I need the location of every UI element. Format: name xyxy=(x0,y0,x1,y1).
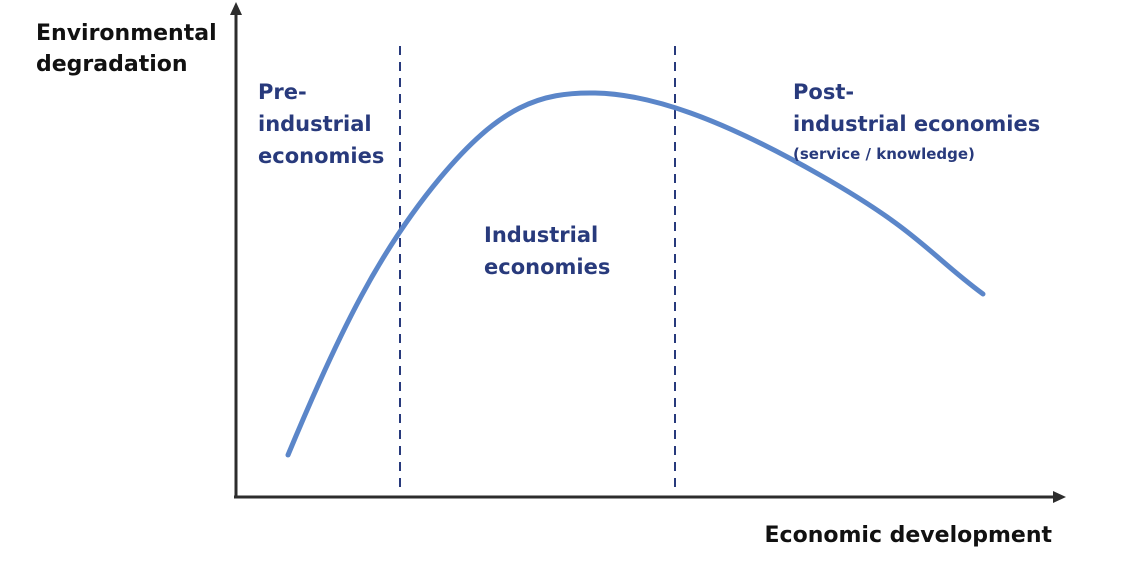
y-axis-arrowhead xyxy=(230,2,242,15)
pre-industrial-line2: industrial xyxy=(258,112,372,136)
pre-industrial-line1: Pre- xyxy=(258,80,307,104)
post-industrial-line1: Post- xyxy=(793,80,854,104)
region-label-pre-industrial: Pre- industrial economies xyxy=(258,80,384,168)
y-axis-label-line2: degradation xyxy=(36,52,188,77)
y-axis-label-line1: Environmental xyxy=(36,21,217,46)
pre-industrial-line3: economies xyxy=(258,144,384,168)
y-axis-label: Environmental degradation xyxy=(36,21,224,77)
region-label-post-industrial: Post- industrial economies xyxy=(793,80,1040,136)
x-axis-label: Economic development xyxy=(765,523,1053,548)
post-industrial-sublabel: (service / knowledge) xyxy=(793,145,975,163)
post-industrial-line2: industrial economies xyxy=(793,112,1040,136)
x-axis-arrowhead xyxy=(1053,491,1066,503)
kuznets-curve xyxy=(285,90,986,458)
region-label-industrial: Industrial economies xyxy=(484,223,610,279)
industrial-line2: economies xyxy=(484,255,610,279)
industrial-line1: Industrial xyxy=(484,223,598,247)
